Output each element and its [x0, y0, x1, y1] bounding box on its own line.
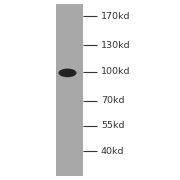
Text: 130kd: 130kd [101, 40, 130, 50]
Text: 70kd: 70kd [101, 96, 124, 105]
Text: 170kd: 170kd [101, 12, 130, 21]
Ellipse shape [58, 69, 76, 77]
Bar [56, 4, 83, 176]
Text: 100kd: 100kd [101, 68, 130, 76]
Text: 40kd: 40kd [101, 147, 124, 156]
Text: 55kd: 55kd [101, 122, 124, 130]
